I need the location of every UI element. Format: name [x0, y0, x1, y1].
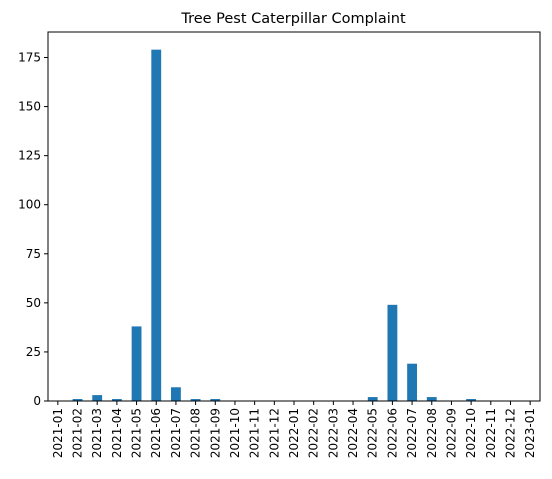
x-tick-label: 2021-09 [208, 408, 222, 458]
bar-2022-07 [407, 363, 417, 401]
y-axis: 0 25 50 75 100 125 150 175 [18, 51, 48, 408]
y-tick-label: 75 [26, 247, 41, 261]
x-tick-label: 2022-11 [484, 408, 498, 458]
x-tick-label: 2021-11 [248, 408, 262, 458]
bar-2021-04 [111, 399, 122, 401]
bar-2021-06 [151, 49, 162, 402]
bar-2022-06 [387, 304, 398, 401]
x-tick-label: 2021-12 [267, 408, 281, 458]
chart-title: Tree Pest Caterpillar Complaint [180, 11, 406, 27]
y-tick-label: 25 [26, 345, 41, 359]
x-tick-label: 2021-02 [71, 408, 85, 458]
x-tick-label: 2021-07 [169, 408, 183, 458]
y-tick-label: 175 [18, 51, 41, 65]
x-tick-label: 2022-08 [425, 408, 439, 458]
x-tick-label: 2022-04 [346, 408, 360, 458]
y-tick-label: 125 [18, 149, 41, 163]
x-tick-label: 2021-04 [110, 408, 124, 458]
x-tick-label: 2021-01 [51, 408, 65, 458]
y-tick-label: 0 [33, 394, 41, 408]
y-tick-label: 50 [26, 296, 41, 310]
bar-2022-10 [466, 399, 477, 401]
x-tick-label: 2022-05 [366, 408, 380, 458]
bar-2021-03 [92, 395, 103, 401]
bar-2021-02 [72, 399, 83, 401]
x-tick-label: 2022-09 [444, 408, 458, 458]
x-axis: 2021-01 2021-02 2021-03 2021-04 2021-05 2021-… [51, 401, 537, 458]
plot-frame [47, 31, 541, 402]
bar-2022-05 [367, 397, 378, 401]
bar-2022-08 [426, 397, 437, 401]
bar-2021-08 [190, 399, 201, 401]
x-tick-label: 2022-01 [287, 408, 301, 458]
bar-2021-05 [131, 326, 142, 401]
x-tick-label: 2021-03 [90, 408, 104, 458]
x-tick-label: 2021-05 [130, 408, 144, 458]
x-tick-label: 2022-12 [503, 408, 517, 458]
x-tick-label: 2022-06 [385, 408, 399, 458]
x-tick-label: 2021-06 [149, 408, 163, 458]
x-tick-label: 2022-03 [326, 408, 340, 458]
y-tick-label: 150 [18, 100, 41, 114]
bar-2021-09 [210, 399, 221, 401]
x-tick-label: 2022-07 [405, 408, 419, 458]
x-tick-label: 2023-01 [523, 408, 537, 458]
x-tick-label: 2021-08 [189, 408, 203, 458]
x-tick-label: 2021-10 [228, 408, 242, 458]
y-tick-label: 100 [18, 198, 41, 212]
bars-group [72, 49, 477, 402]
x-tick-label: 2022-10 [464, 408, 478, 458]
bar-2021-07 [171, 387, 181, 401]
x-tick-label: 2022-02 [307, 408, 321, 458]
